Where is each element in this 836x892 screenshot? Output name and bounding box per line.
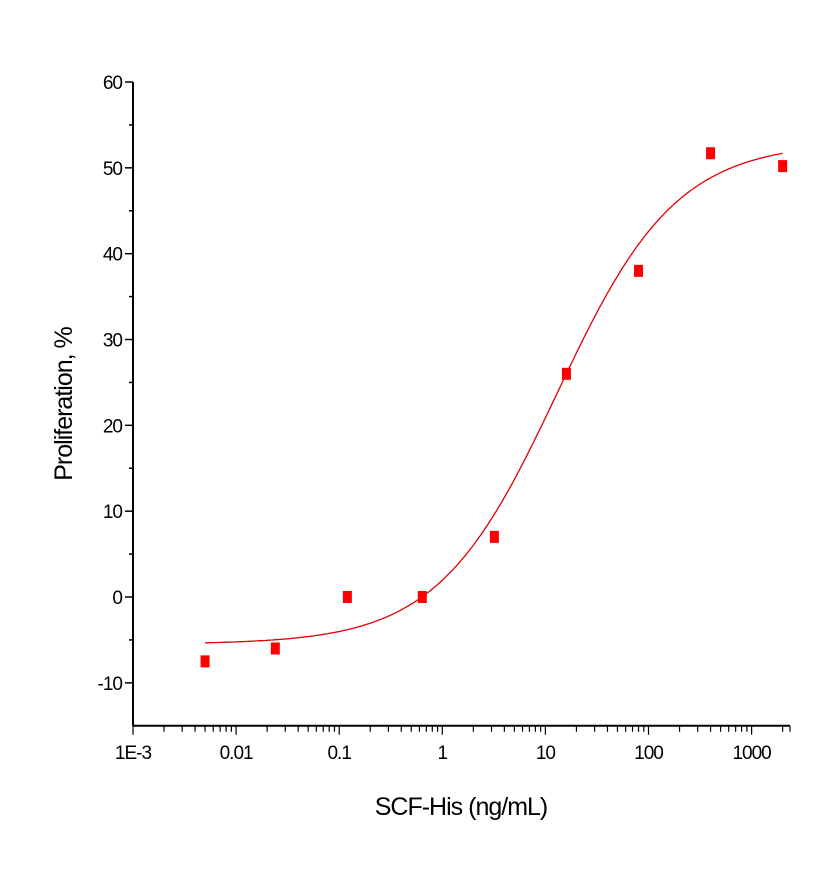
y-tick-label: 0: [112, 588, 122, 609]
data-point: [489, 530, 499, 543]
data-point: [417, 591, 427, 603]
y-tick-label: 50: [103, 159, 123, 180]
y-tick-label: 40: [103, 245, 123, 266]
y-tick-label: 10: [103, 502, 123, 523]
fit-curve: [205, 152, 783, 644]
x-tick-label: 0.01: [220, 743, 253, 764]
y-tick-label: 60: [103, 73, 123, 94]
x-tick-label: 0.1: [327, 743, 351, 764]
x-tick-label: 100: [634, 743, 663, 764]
data-point: [634, 264, 644, 277]
data-point: [706, 147, 716, 160]
data-point: [778, 160, 788, 173]
x-tick-label: 1000: [732, 743, 771, 764]
y-tick-label: -10: [98, 674, 123, 695]
data-point: [270, 642, 280, 655]
x-tick-label: 10: [536, 743, 556, 764]
data-point: [561, 367, 571, 380]
x-axis: 1E-3 0.01 0.1 1 10 100 1000: [115, 724, 791, 764]
x-axis-title: SCF-His (ng/mL): [375, 793, 548, 821]
y-tick-label: 20: [103, 416, 123, 437]
data-points: [200, 147, 788, 668]
x-tick-label: 1E-3: [115, 743, 152, 764]
y-axis-title: Proliferation, %: [50, 326, 78, 480]
x-tick-label: 1: [438, 743, 448, 764]
y-axis: -10 0 10 20 30 40 50 60: [98, 73, 134, 726]
y-tick-label: 30: [103, 331, 123, 352]
data-point: [342, 591, 352, 603]
data-point: [200, 655, 210, 668]
